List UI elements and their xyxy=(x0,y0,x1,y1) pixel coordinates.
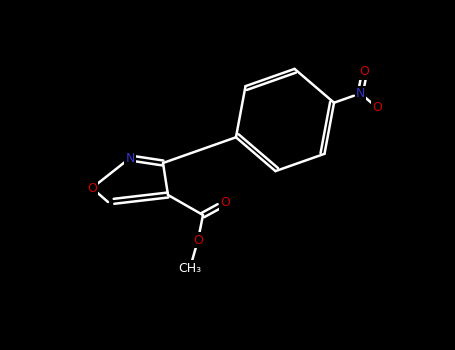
Text: N: N xyxy=(125,152,135,164)
Text: CH₃: CH₃ xyxy=(178,261,202,274)
Text: N: N xyxy=(356,87,365,100)
Text: O: O xyxy=(87,182,97,195)
Text: O: O xyxy=(372,101,382,114)
Text: O: O xyxy=(220,196,230,210)
Text: O: O xyxy=(359,65,369,78)
Text: O: O xyxy=(193,233,203,246)
